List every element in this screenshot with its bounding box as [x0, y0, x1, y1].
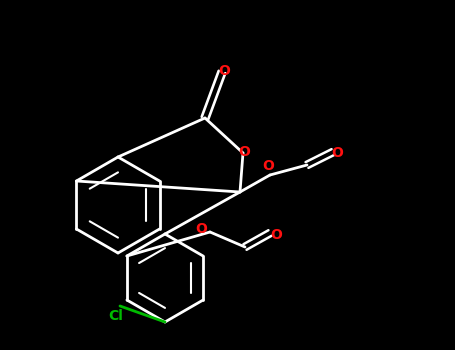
Text: O: O — [218, 64, 230, 78]
Text: Cl: Cl — [109, 309, 123, 323]
Text: O: O — [238, 145, 250, 159]
Text: O: O — [195, 222, 207, 236]
Text: O: O — [262, 159, 274, 173]
Text: O: O — [270, 228, 282, 242]
Text: O: O — [331, 146, 343, 160]
